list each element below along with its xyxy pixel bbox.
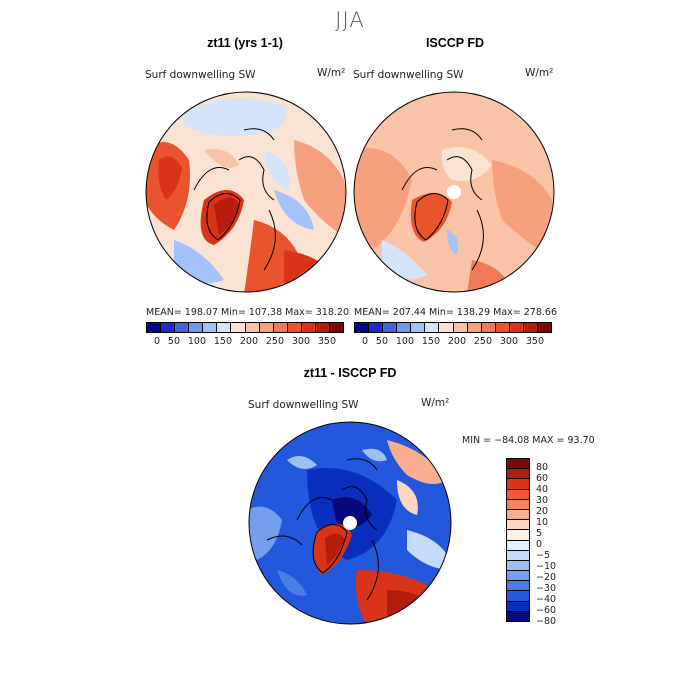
panel1-colorbar-swatch [189,323,204,332]
panel2-colorbar-swatch [538,323,552,332]
panel1-colorbar-swatch [273,323,288,332]
diff-colorbar-swatch [507,540,529,551]
diff-title: zt11 - ISCCP FD [303,366,397,380]
panel2-variable: Surf downwelling SW [353,69,464,81]
panel2-units: W/m² [525,67,554,79]
panel2-colorbar-swatch [355,323,370,332]
diff-colorbar-tick-label: 20 [536,506,549,517]
panel1-colorbar-tick-label: 0 [154,336,161,347]
panel1-map [145,91,347,293]
diff-colorbar-tick-label: −20 [536,572,557,583]
diff-colorbar-swatch [507,520,529,531]
panel1-colorbar-swatch [217,323,232,332]
panel2-colorbar-swatch [439,323,454,332]
panel1-colorbar-tick-label: 100 [187,336,206,347]
diff-colorbar-swatch [507,581,529,592]
panel1-units: W/m² [317,67,346,79]
diff-colorbar-swatch [507,591,529,602]
panel1-colorbar-tick-label: 350 [317,336,336,347]
panel2-colorbar-swatch [523,323,539,332]
panel2-colorbar-tick-label: 250 [473,336,492,347]
diff-colorbar-swatch [507,479,529,490]
diff-colorbar-tick-label: −40 [536,594,557,605]
diff-colorbar-tick-label: 80 [536,462,549,473]
panel2-colorbar-tick-label: 100 [395,336,414,347]
diff-colorbar-ticks: 80 60 40 30 20 10 5 0 −5 −10 −20 −30 −40 −60 −80 [536,462,557,627]
panel2-colorbar-tick-label: 350 [525,336,544,347]
diff-colorbar-swatch [507,601,529,612]
panel2-colorbar-ticks: 0 50 100 150 200 250 300 350 [362,336,544,347]
diff-colorbar-swatch [507,499,529,510]
panel1-colorbar-tick-label: 200 [239,336,258,347]
diff-colorbar-tick-label: 5 [536,528,543,539]
diff-colorbar-tick-label: −60 [536,605,557,616]
panel1-colorbar-ticks: 0 50 100 150 200 250 300 350 [154,336,336,347]
panel1-colorbar-swatch [245,323,260,332]
diff-colorbar-swatch [507,509,529,521]
panel2-colorbar-tick-label: 0 [362,336,369,347]
panel2-stats: MEAN= 207.44 Min= 138.29 Max= 278.66 [354,307,558,318]
panel1-colorbar-swatch [203,323,218,332]
diff-colorbar-tick-label: 40 [536,484,549,495]
panel2-colorbar-swatch [495,323,510,332]
diff-colorbar-swatch [507,571,529,582]
panel2-colorbar [354,322,552,333]
diff-colorbar [506,458,530,622]
panel2-colorbar-swatch [397,323,412,332]
panel2-colorbar-tick-label: 300 [499,336,518,347]
diff-colorbar-swatch [507,560,529,572]
panel1-colorbar-swatch [231,323,246,332]
panel2-colorbar-swatch [453,323,468,332]
panel1-colorbar-tick-label: 250 [265,336,284,347]
panel2-colorbar-swatch [481,323,496,332]
panel2-title: ISCCP FD [425,36,485,50]
diff-colorbar-tick-label: 0 [536,539,543,550]
season-title: JJA [335,8,365,32]
diff-variable: Surf downwelling SW [248,399,359,411]
diff-colorbar-swatch [507,530,529,541]
diff-colorbar-tick-label: 10 [536,517,549,528]
diff-colorbar-tick-label: −10 [536,561,557,572]
diff-colorbar-swatch [507,489,529,500]
diff-colorbar-swatch [507,459,529,470]
panel1-colorbar-swatch [175,323,190,332]
diff-colorbar-swatch [507,469,529,480]
panel1-stats: MEAN= 198.07 Min= 107.38 Max= 318.20 [146,307,350,318]
panel1-variable: Surf downwelling SW [145,69,256,81]
panel2-colorbar-tick-label: 50 [375,336,388,347]
panel1-colorbar-swatch [259,323,274,332]
panel1-colorbar-swatch [301,323,316,332]
panel1-colorbar-tick-label: 300 [291,336,310,347]
diff-colorbar-tick-label: −5 [536,550,551,561]
panel2-colorbar-tick-label: 200 [447,336,466,347]
panel2-colorbar-swatch [369,323,384,332]
panel2-map [353,91,555,293]
diff-colorbar-swatch [507,550,529,561]
panel1-colorbar-swatch [161,323,176,332]
diff-colorbar-tick-label: −80 [536,616,557,627]
panel1-title: zt11 (yrs 1-1) [207,36,283,50]
panel2-colorbar-swatch [411,323,426,332]
panel1-colorbar-swatch [287,323,302,332]
diff-colorbar-tick-label: −30 [536,583,557,594]
diff-units: W/m² [421,397,450,409]
panel1-colorbar [146,322,344,333]
panel2-colorbar-swatch [467,323,482,332]
diff-colorbar-swatch [507,611,529,621]
diff-stats: MIN = −84.08 MAX = 93.70 [462,435,595,446]
panel2-colorbar-tick-label: 150 [421,336,440,347]
panel2-colorbar-swatch [425,323,440,332]
panel1-colorbar-tick-label: 150 [213,336,232,347]
panel1-colorbar-swatch [147,323,162,332]
panel1-colorbar-tick-label: 50 [167,336,180,347]
panel2-colorbar-swatch [509,323,524,332]
diff-colorbar-tick-label: 60 [536,473,549,484]
diff-colorbar-tick-label: 30 [536,495,549,506]
diff-map [248,421,452,625]
panel1-colorbar-swatch [315,323,331,332]
panel2-colorbar-swatch [383,323,398,332]
panel1-colorbar-swatch [330,323,344,332]
